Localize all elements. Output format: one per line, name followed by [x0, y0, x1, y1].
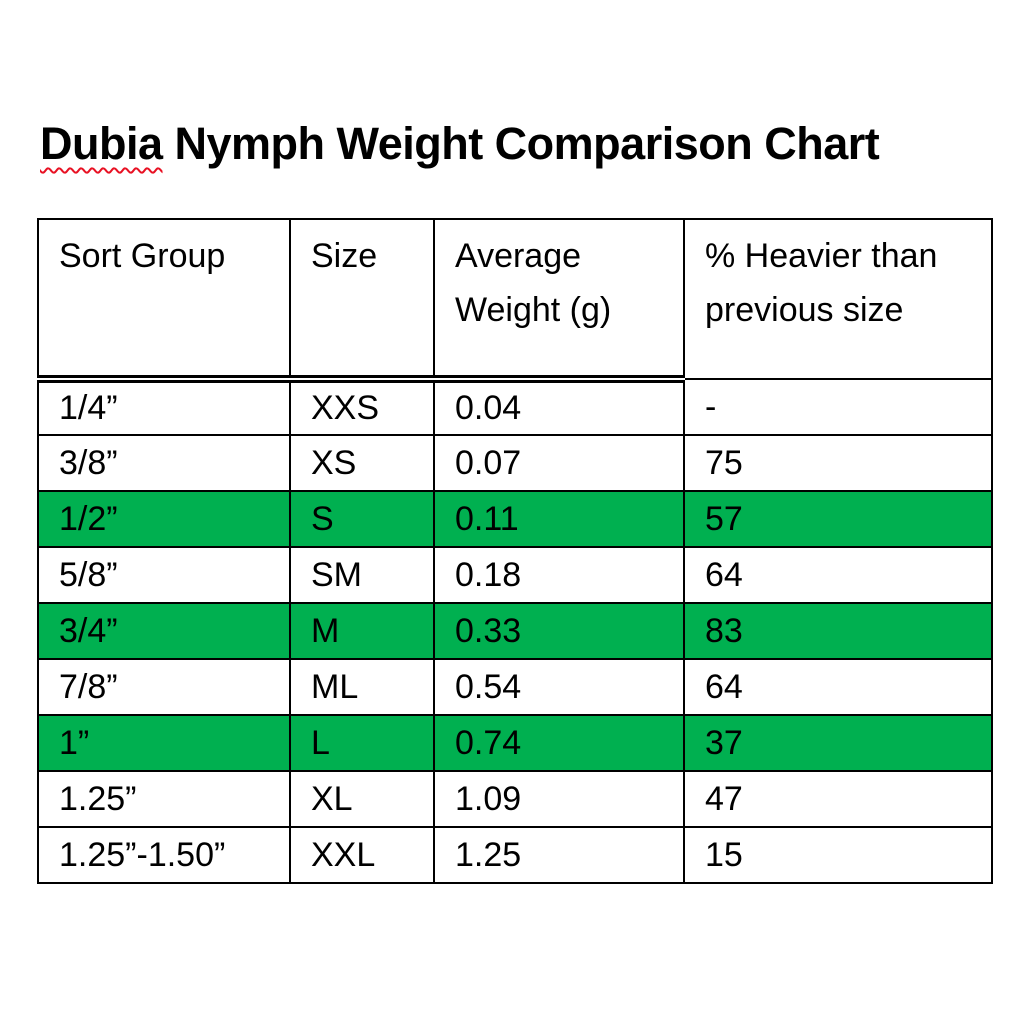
cell-size: S: [289, 490, 435, 548]
cell-size: XS: [289, 434, 435, 492]
cell-average-weight: 0.11: [433, 490, 685, 548]
cell-pct-heavier: 37: [683, 714, 993, 772]
cell-average-weight: 0.07: [433, 434, 685, 492]
column-header-sort-group: Sort Group: [37, 218, 291, 383]
cell-sort-group: 3/8”: [37, 434, 291, 492]
weight-comparison-table: Sort Group Size Average Weight (g) % Hea…: [37, 218, 993, 884]
cell-size: L: [289, 714, 435, 772]
cell-pct-heavier: 64: [683, 658, 993, 716]
cell-size: M: [289, 602, 435, 660]
table-row: 1.25” XL 1.09 47: [37, 770, 993, 828]
table-row: 1/2” S 0.11 57: [37, 490, 993, 548]
table-row: 1.25”-1.50” XXL 1.25 15: [37, 826, 993, 884]
table-row: 3/8” XS 0.07 75: [37, 434, 993, 492]
cell-average-weight: 1.25: [433, 826, 685, 884]
misspelled-word-spellcheck-underline: Dubia: [40, 118, 163, 169]
cell-average-weight: 0.04: [433, 378, 685, 436]
cell-pct-heavier: 83: [683, 602, 993, 660]
cell-pct-heavier: 64: [683, 546, 993, 604]
cell-size: XXL: [289, 826, 435, 884]
cell-size: XXS: [289, 378, 435, 436]
cell-average-weight: 0.54: [433, 658, 685, 716]
cell-average-weight: 0.18: [433, 546, 685, 604]
table-row: 3/4” M 0.33 83: [37, 602, 993, 660]
cell-sort-group: 1/4”: [37, 378, 291, 436]
cell-pct-heavier: 15: [683, 826, 993, 884]
cell-average-weight: 0.33: [433, 602, 685, 660]
cell-sort-group: 5/8”: [37, 546, 291, 604]
page-title-rest: Nymph Weight Comparison Chart: [162, 118, 880, 169]
column-header-pct-heavier: % Heavier than previous size: [683, 218, 993, 380]
column-header-size: Size: [289, 218, 435, 383]
cell-pct-heavier: 57: [683, 490, 993, 548]
page-title: Dubia Nymph Weight Comparison Chart: [40, 118, 880, 170]
column-header-average-weight: Average Weight (g): [433, 218, 685, 383]
cell-average-weight: 0.74: [433, 714, 685, 772]
cell-pct-heavier: -: [683, 378, 993, 436]
table-row: 5/8” SM 0.18 64: [37, 546, 993, 604]
cell-size: ML: [289, 658, 435, 716]
cell-sort-group: 1/2”: [37, 490, 291, 548]
table-row: 1” L 0.74 37: [37, 714, 993, 772]
table-row: 1/4” XXS 0.04 -: [37, 378, 993, 436]
table-row: 7/8” ML 0.54 64: [37, 658, 993, 716]
cell-size: XL: [289, 770, 435, 828]
cell-sort-group: 1”: [37, 714, 291, 772]
cell-sort-group: 7/8”: [37, 658, 291, 716]
cell-pct-heavier: 75: [683, 434, 993, 492]
cell-pct-heavier: 47: [683, 770, 993, 828]
table-header-row: Sort Group Size Average Weight (g) % Hea…: [37, 218, 993, 383]
cell-sort-group: 3/4”: [37, 602, 291, 660]
cell-sort-group: 1.25”: [37, 770, 291, 828]
cell-size: SM: [289, 546, 435, 604]
cell-sort-group: 1.25”-1.50”: [37, 826, 291, 884]
cell-average-weight: 1.09: [433, 770, 685, 828]
